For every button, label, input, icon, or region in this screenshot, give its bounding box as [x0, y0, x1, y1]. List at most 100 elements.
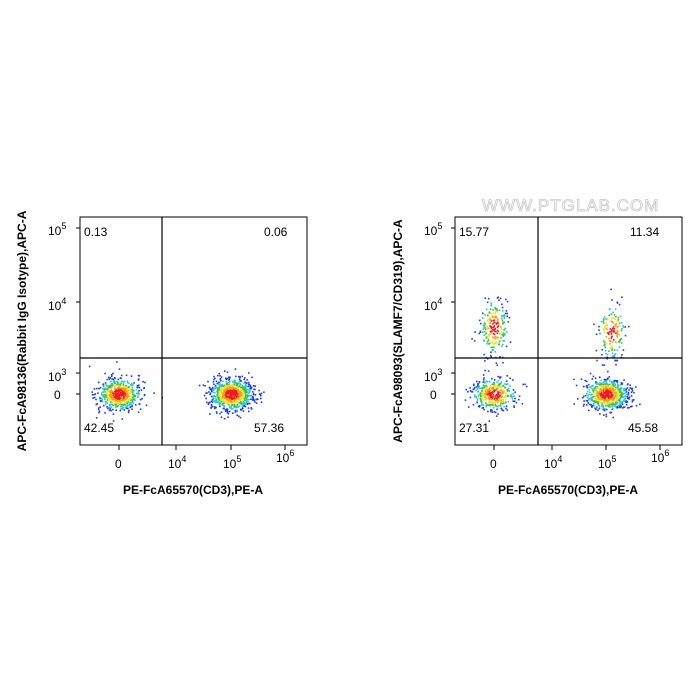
data-point	[626, 395, 629, 398]
data-point	[616, 389, 619, 392]
data-point	[494, 338, 497, 340]
data-point	[202, 384, 205, 386]
data-point	[497, 318, 499, 320]
data-point	[258, 389, 260, 392]
data-point	[247, 391, 249, 394]
data-point	[496, 320, 499, 322]
data-point	[499, 400, 501, 403]
data-point	[241, 405, 244, 407]
data-point	[223, 394, 225, 396]
data-point	[487, 327, 490, 329]
data-point	[487, 370, 490, 372]
data-point	[232, 392, 235, 394]
data-point	[597, 396, 599, 399]
data-point	[223, 398, 225, 401]
data-point	[230, 395, 233, 397]
data-point	[135, 389, 138, 391]
data-point	[598, 382, 601, 384]
data-point	[610, 380, 613, 383]
data-point	[600, 384, 602, 386]
data-point	[225, 380, 227, 383]
data-point	[492, 312, 495, 315]
data-point	[100, 393, 103, 396]
data-point	[238, 405, 241, 408]
data-point	[628, 406, 630, 409]
data-point	[612, 402, 614, 404]
data-point	[474, 331, 476, 333]
data-point	[217, 389, 219, 391]
data-point	[228, 404, 230, 406]
data-point	[228, 401, 230, 404]
data-point	[618, 392, 620, 395]
data-point	[490, 403, 492, 406]
data-point	[118, 390, 120, 392]
data-point	[606, 408, 608, 411]
data-point	[214, 377, 216, 380]
data-point	[218, 383, 220, 386]
data-point	[127, 411, 130, 414]
data-point	[492, 343, 494, 345]
data-point	[133, 394, 135, 396]
data-point	[217, 387, 219, 389]
y-tick-label: 105	[48, 221, 66, 238]
data-point	[622, 396, 624, 399]
data-point	[243, 378, 246, 381]
data-point	[219, 384, 222, 386]
data-point	[112, 378, 115, 381]
data-point	[590, 404, 592, 406]
data-point	[604, 395, 606, 397]
data-point	[109, 404, 111, 407]
data-point	[117, 394, 120, 396]
data-point	[486, 391, 489, 393]
data-point	[243, 402, 245, 405]
data-point	[490, 320, 493, 322]
data-point	[603, 414, 605, 416]
data-point	[620, 405, 622, 407]
data-point	[586, 380, 588, 383]
data-point	[608, 350, 610, 352]
data-point	[585, 399, 588, 402]
data-point	[607, 389, 609, 391]
data-point	[142, 380, 144, 383]
data-point	[500, 326, 502, 329]
data-point	[486, 319, 489, 322]
data-point	[250, 407, 252, 409]
data-point	[234, 406, 236, 409]
data-point	[110, 409, 112, 412]
data-point	[625, 388, 628, 390]
data-point	[487, 396, 490, 399]
data-point	[496, 309, 498, 312]
data-point	[610, 394, 613, 397]
data-point	[480, 395, 482, 398]
data-point	[512, 389, 515, 391]
data-point	[612, 399, 614, 401]
data-point	[630, 391, 633, 394]
data-point	[614, 393, 617, 396]
data-point	[522, 383, 524, 386]
data-point	[227, 416, 229, 418]
data-point	[121, 404, 123, 406]
data-point	[217, 401, 220, 403]
data-point	[507, 401, 510, 403]
data-point	[130, 402, 132, 405]
data-point	[498, 340, 501, 343]
data-point	[611, 408, 614, 411]
data-point	[475, 386, 478, 388]
data-point	[210, 395, 213, 398]
data-point	[209, 392, 212, 395]
data-point	[137, 396, 139, 399]
data-point	[596, 392, 599, 394]
data-point	[600, 398, 602, 400]
data-point	[503, 316, 505, 318]
data-point	[596, 394, 599, 397]
data-point	[494, 335, 497, 338]
data-point	[611, 386, 614, 388]
data-point	[477, 383, 479, 385]
data-point	[489, 322, 492, 324]
data-point	[215, 395, 217, 398]
data-point	[108, 399, 111, 402]
data-point	[486, 325, 488, 328]
data-point	[502, 400, 505, 403]
data-point	[254, 401, 256, 403]
data-point	[104, 398, 106, 400]
